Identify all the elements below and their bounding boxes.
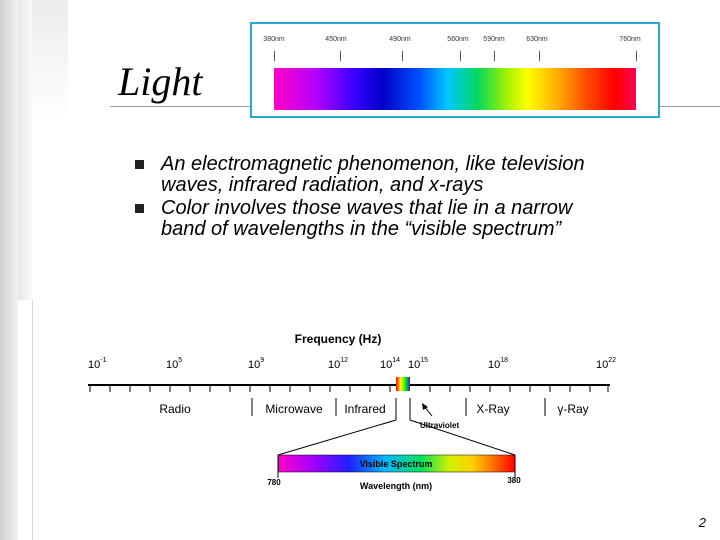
bullet-item: An electromagnetic phenomenon, like tele… xyxy=(135,154,615,196)
wavelength-label: 560nm xyxy=(447,36,469,43)
wavelength-label: 590nm xyxy=(483,36,505,43)
wavelength-left-label: 780 xyxy=(267,478,281,487)
frequency-tick-label: 1015 xyxy=(408,357,428,371)
wavelength-right-label: 380 xyxy=(507,476,521,485)
wavelength-title: Wavelength (nm) xyxy=(360,481,432,491)
decor-line xyxy=(32,300,33,540)
bullet-item: Color involves those waves that lie in a… xyxy=(135,198,615,240)
frequency-tick-label: 105 xyxy=(166,357,182,371)
wavelength-tick xyxy=(539,51,540,61)
frequency-tick-label: 1022 xyxy=(596,357,616,371)
square-bullet-icon xyxy=(135,160,144,169)
band-label-gamma: γ-Ray xyxy=(557,402,588,416)
slide-title: Light xyxy=(118,59,203,104)
decor-bar-top xyxy=(32,0,68,120)
frequency-tick-label: 1014 xyxy=(380,357,400,371)
wavelength-label: 760nm xyxy=(619,36,641,43)
bullet-text: An electromagnetic phenomenon, like tele… xyxy=(161,153,585,196)
ultraviolet-arrow-icon xyxy=(423,405,433,417)
wavelength-tick xyxy=(340,51,341,61)
wavelength-tick xyxy=(402,51,403,61)
visible-spectrum-band xyxy=(277,454,516,473)
bullet-list: An electromagnetic phenomenon, like tele… xyxy=(135,154,615,242)
axis-minor-ticks xyxy=(89,385,609,392)
wavelength-label: 450nm xyxy=(325,36,347,43)
frequency-tick-label: 10-1 xyxy=(88,357,107,371)
visible-band-marker xyxy=(396,377,410,391)
decor-bar-inner xyxy=(18,0,32,300)
square-bullet-icon xyxy=(135,204,144,213)
wavelength-tick xyxy=(460,51,461,61)
zoom-line-left xyxy=(277,419,397,456)
band-label-microwave: Microwave xyxy=(265,402,323,416)
band-separators xyxy=(251,398,546,420)
band-label-infrared: Infrared xyxy=(344,402,385,416)
frequency-tick-label: 1018 xyxy=(488,357,508,371)
bullet-text: Color involves those waves that lie in a… xyxy=(161,197,573,240)
band-label-xray: X-Ray xyxy=(476,402,509,416)
wavelength-tick xyxy=(274,51,275,61)
page-number: 2 xyxy=(698,515,706,530)
frequency-scale: 10-1 105 109 1012 1014 1015 1018 1022 xyxy=(88,357,616,371)
wavelength-tick xyxy=(494,51,495,61)
wavelength-tick xyxy=(636,51,637,61)
wavelength-label: 490nm xyxy=(389,36,411,43)
visible-spectrum-title: Visible Spectrum xyxy=(360,459,433,469)
frequency-title: Frequency (Hz) xyxy=(295,332,382,346)
frequency-tick-label: 109 xyxy=(248,357,264,371)
wavelength-label: 380nm xyxy=(263,36,285,43)
wavelength-label: 630nm xyxy=(526,36,548,43)
ultraviolet-label: Ultraviolet xyxy=(420,421,459,430)
arrowhead-icon xyxy=(422,403,428,410)
spectrum-color-band xyxy=(274,68,636,110)
zoom-line-right xyxy=(409,419,516,456)
decor-bar-left xyxy=(0,0,18,540)
frequency-tick-label: 1012 xyxy=(328,357,348,371)
band-label-radio: Radio xyxy=(159,402,191,416)
visible-spectrum-figure: 380nm 450nm 490nm 560nm 590nm 630nm 760n… xyxy=(250,22,660,118)
